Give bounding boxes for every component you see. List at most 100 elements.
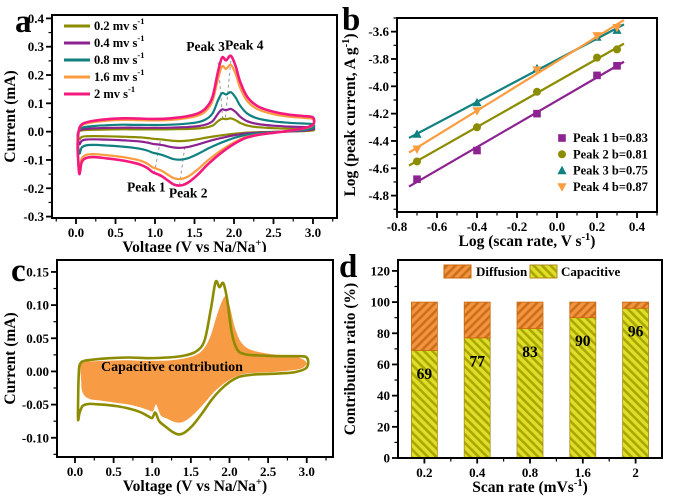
capacitive-bar	[516, 328, 544, 459]
cv-curves	[76, 54, 316, 187]
y-tick-label: 0	[384, 451, 391, 466]
peak-guide-line	[217, 62, 224, 122]
axes: 0.0 0.5 1.0 1.5 2.0 2.5 3.0 -0.3 -0.2 -0.1 0.0 0.1 0…	[2, 11, 338, 252]
axes: -0.8 -0.6 -0.4 -0.2 0.0 0.2 0.4 -4.8 -4.6 -4.4 -4.…	[341, 17, 658, 250]
peak-annotation: Peak 2	[169, 185, 208, 200]
x-axis-title: Scan rate (mVs-1)	[472, 478, 588, 496]
y-tick-label: 40	[377, 388, 390, 403]
y-tick-label: -3.6	[368, 24, 389, 39]
x-tick-label: 1.5	[186, 225, 203, 240]
bar-value-label: 96	[628, 324, 644, 341]
x-tick-label: 0.4	[629, 219, 646, 234]
y-tick-label: 0.15	[26, 264, 49, 279]
marker-triangle-down	[612, 23, 622, 33]
fit-line	[408, 60, 625, 188]
y-tick-label: 0.10	[26, 298, 49, 313]
legend-label: 0.8 mv s-1	[94, 50, 145, 67]
marker-circle	[413, 157, 421, 166]
x-tick-label: 0.0	[67, 464, 83, 479]
x-tick-label: 2.5	[260, 464, 277, 479]
y-tick-label: -4.0	[368, 79, 389, 94]
y-axis-title: Log (peak current, A g-1)	[341, 33, 359, 196]
x-tick-label: 3.0	[305, 225, 321, 240]
x-tick-label: 3.0	[299, 464, 315, 479]
y-tick-label: 0.3	[28, 39, 45, 54]
cv-fill-chart	[76, 279, 310, 436]
x-tick-label: 2.0	[226, 225, 242, 240]
marker-circle	[593, 53, 601, 62]
y-tick-label: -4.8	[368, 188, 389, 203]
legend: Diffusion Capacitive	[443, 264, 620, 279]
marker-square	[473, 146, 481, 155]
fit-line	[408, 19, 625, 154]
y-tick-label: 120	[371, 263, 391, 278]
y-tick-label: 0.1	[28, 96, 44, 111]
y-tick-label: 100	[371, 295, 391, 310]
panel-c-label: c	[11, 253, 26, 289]
scatter-series	[408, 19, 625, 188]
y-tick-label: -0.10	[22, 430, 49, 445]
x-tick-label: 0.0	[68, 225, 84, 240]
marker-triangle-up	[412, 129, 422, 138]
bar-value-label: 90	[575, 333, 591, 350]
x-tick-label: -0.2	[507, 219, 528, 234]
x-tick-label: 2.5	[265, 225, 282, 240]
x-tick-label: 0.5	[105, 464, 122, 479]
bar-value-label: 69	[417, 366, 433, 383]
x-tick-label: 2	[632, 465, 639, 480]
diffusion-bar	[622, 301, 650, 309]
y-tick-label: -4.2	[368, 106, 389, 121]
marker-triangle-up	[472, 97, 482, 107]
y-tick-label: -4.6	[368, 161, 389, 176]
peak-annotation: Peak 1	[127, 180, 166, 195]
y-tick-label: 0.05	[26, 331, 49, 346]
stacked-bars: 69 77 83 90 96	[411, 301, 650, 459]
capacitive-contribution-label: Capacitive contribution	[101, 360, 243, 375]
y-tick-label: 60	[377, 357, 390, 372]
y-tick-label: 80	[377, 326, 390, 341]
panel-d-label: d	[339, 249, 358, 285]
panel-c-chart: 0.0 0.5 1.0 1.5 2.0 2.5 3.0 -0.10 -0.05 0.00 0.05 0…	[2, 259, 334, 495]
x-tick-label: 0.8	[522, 465, 539, 480]
x-tick-label: -0.6	[427, 219, 448, 234]
legend-label: 0.2 mv s-1	[94, 16, 145, 33]
total-cv-curve	[76, 279, 310, 436]
legend-label: 1.6 mv s-1	[94, 67, 145, 84]
y-tick-label: 20	[377, 419, 390, 434]
x-axis-title: Voltage (V vs Na/Na+)	[123, 477, 267, 495]
x-axis-title: Voltage (V vs Na/Na+)	[122, 238, 266, 252]
diffusion-bar	[516, 301, 544, 329]
legend-label: Capacitive	[561, 264, 620, 279]
marker-triangle-down	[532, 66, 542, 75]
panel-b-label: b	[342, 2, 361, 38]
x-tick-label: 0.4	[469, 465, 486, 480]
y-tick-label: 0.4	[28, 11, 45, 26]
panel-d-chart: 69 77 83 90 96 0 20 40 60 80 100 120 Scan rate (mVs-…	[342, 259, 663, 496]
y-axis-title: Contribution ratio (%)	[342, 283, 359, 435]
y-tick-label: 0.2	[28, 68, 44, 83]
marker-circle	[613, 45, 621, 54]
y-axis-title: Current (mA)	[2, 312, 19, 404]
legend-label: Peak 1 b=0.83	[573, 131, 648, 145]
x-tick-label: -0.4	[467, 219, 488, 234]
legend-label: Peak 2 b=0.81	[573, 147, 648, 161]
y-tick-label: -0.05	[22, 397, 50, 412]
legend-label: 0.4 mv s-1	[94, 33, 145, 50]
x-tick-label: -0.8	[387, 219, 408, 234]
marker-square	[613, 62, 621, 70]
y-tick-label: -4.4	[368, 133, 389, 148]
x-tick-label: 2.0	[221, 464, 237, 479]
y-tick-label: -0.1	[23, 152, 44, 167]
bar-value-label: 83	[522, 344, 538, 361]
x-tick-label: 0.2	[416, 465, 432, 480]
panel-a-label: a	[15, 4, 32, 40]
y-axis-title: Current (mA)	[2, 70, 19, 162]
marker-square	[533, 109, 541, 118]
y-tick-label: 0.0	[28, 124, 44, 139]
marker-square	[413, 175, 421, 184]
capacitive-bar	[411, 350, 438, 459]
legend-label: Peak 3 b=0.75	[573, 164, 648, 178]
y-tick-label: -3.8	[368, 51, 389, 66]
x-tick-label: 0.5	[107, 225, 124, 240]
legend-swatch-capacitive	[529, 264, 558, 279]
